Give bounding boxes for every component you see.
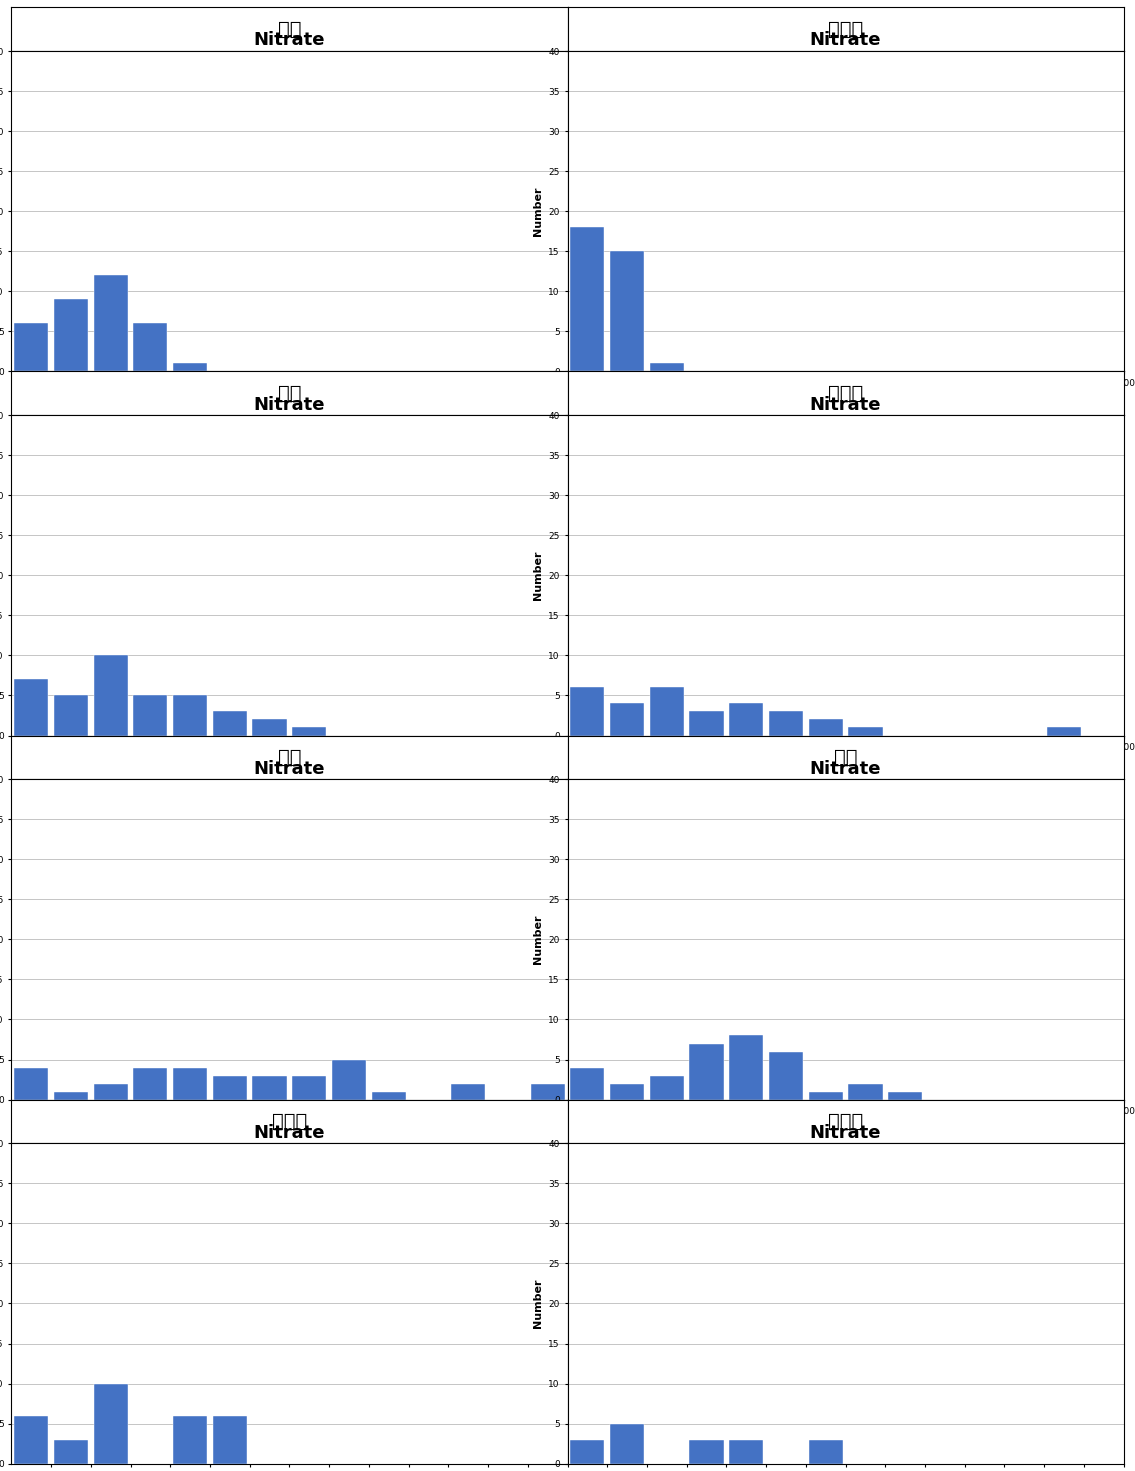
Bar — [530, 1084, 565, 1100]
Bar — [133, 1068, 168, 1100]
Bar — [768, 712, 804, 736]
Bar — [808, 1440, 843, 1464]
Bar — [609, 252, 645, 372]
Text: 치커리: 치커리 — [271, 1112, 308, 1131]
X-axis label: Amount (ppm): Amount (ppm) — [244, 394, 335, 403]
Bar — [729, 1440, 764, 1464]
Bar — [729, 703, 764, 736]
Bar — [609, 1424, 645, 1464]
Bar — [768, 1052, 804, 1100]
Bar — [173, 1068, 208, 1100]
Bar — [808, 1091, 843, 1100]
Bar — [93, 1084, 128, 1100]
Bar — [888, 1091, 923, 1100]
Bar — [609, 703, 645, 736]
Bar — [14, 680, 49, 736]
Text: 시금치: 시금치 — [827, 384, 864, 403]
Bar — [53, 696, 89, 736]
X-axis label: Amount (ppm): Amount (ppm) — [800, 758, 891, 768]
Text: 상추: 상추 — [278, 384, 301, 403]
Bar — [93, 656, 128, 736]
Bar — [173, 1415, 208, 1464]
Bar — [252, 1075, 287, 1100]
Bar — [14, 324, 49, 372]
Bar — [451, 1084, 486, 1100]
Bar — [133, 324, 168, 372]
Bar — [1046, 728, 1082, 736]
Bar — [371, 1091, 406, 1100]
Bar — [252, 719, 287, 736]
Bar — [808, 719, 843, 736]
Title: Nitrate: Nitrate — [254, 759, 325, 778]
Bar — [331, 1059, 367, 1100]
Bar — [649, 363, 684, 372]
Title: Nitrate: Nitrate — [254, 31, 325, 50]
Bar — [93, 275, 128, 372]
Bar — [570, 687, 605, 736]
Bar — [133, 696, 168, 736]
Text: 파슬리: 파슬리 — [827, 1112, 864, 1131]
Bar — [848, 1084, 883, 1100]
Bar — [649, 1075, 684, 1100]
Text: 배추: 배추 — [278, 19, 301, 38]
Bar — [848, 728, 883, 736]
Title: Nitrate: Nitrate — [254, 1124, 325, 1141]
Bar — [609, 1084, 645, 1100]
Y-axis label: Number: Number — [532, 187, 543, 235]
Bar — [212, 712, 247, 736]
Title: Nitrate: Nitrate — [810, 396, 881, 413]
Bar — [14, 1068, 49, 1100]
Y-axis label: Number: Number — [532, 550, 543, 600]
Title: Nitrate: Nitrate — [810, 759, 881, 778]
Title: Nitrate: Nitrate — [810, 1124, 881, 1141]
Text: 근대: 근대 — [834, 747, 857, 766]
Bar — [14, 1415, 49, 1464]
Bar — [570, 1068, 605, 1100]
Bar — [53, 299, 89, 372]
Bar — [729, 1036, 764, 1100]
Bar — [53, 1091, 89, 1100]
Bar — [212, 1415, 247, 1464]
Y-axis label: Number: Number — [532, 1278, 543, 1328]
X-axis label: Amount (ppm): Amount (ppm) — [800, 394, 891, 403]
Bar — [53, 1440, 89, 1464]
Bar — [570, 227, 605, 372]
Bar — [689, 1043, 724, 1100]
Bar — [570, 1440, 605, 1464]
Bar — [212, 1075, 247, 1100]
Title: Nitrate: Nitrate — [810, 31, 881, 50]
X-axis label: Amount (ppm): Amount (ppm) — [244, 758, 335, 768]
X-axis label: Amount (ppm): Amount (ppm) — [800, 1122, 891, 1131]
Bar — [173, 363, 208, 372]
Bar — [649, 687, 684, 736]
Bar — [93, 1384, 128, 1464]
Title: Nitrate: Nitrate — [254, 396, 325, 413]
Text: 쌓갓: 쌓갓 — [278, 747, 301, 766]
Y-axis label: Number: Number — [532, 915, 543, 964]
Bar — [173, 696, 208, 736]
Bar — [689, 712, 724, 736]
Bar — [292, 728, 327, 736]
X-axis label: Amount (ppm): Amount (ppm) — [244, 1122, 335, 1131]
Bar — [292, 1075, 327, 1100]
Text: 양배추: 양배추 — [827, 19, 864, 38]
Bar — [689, 1440, 724, 1464]
